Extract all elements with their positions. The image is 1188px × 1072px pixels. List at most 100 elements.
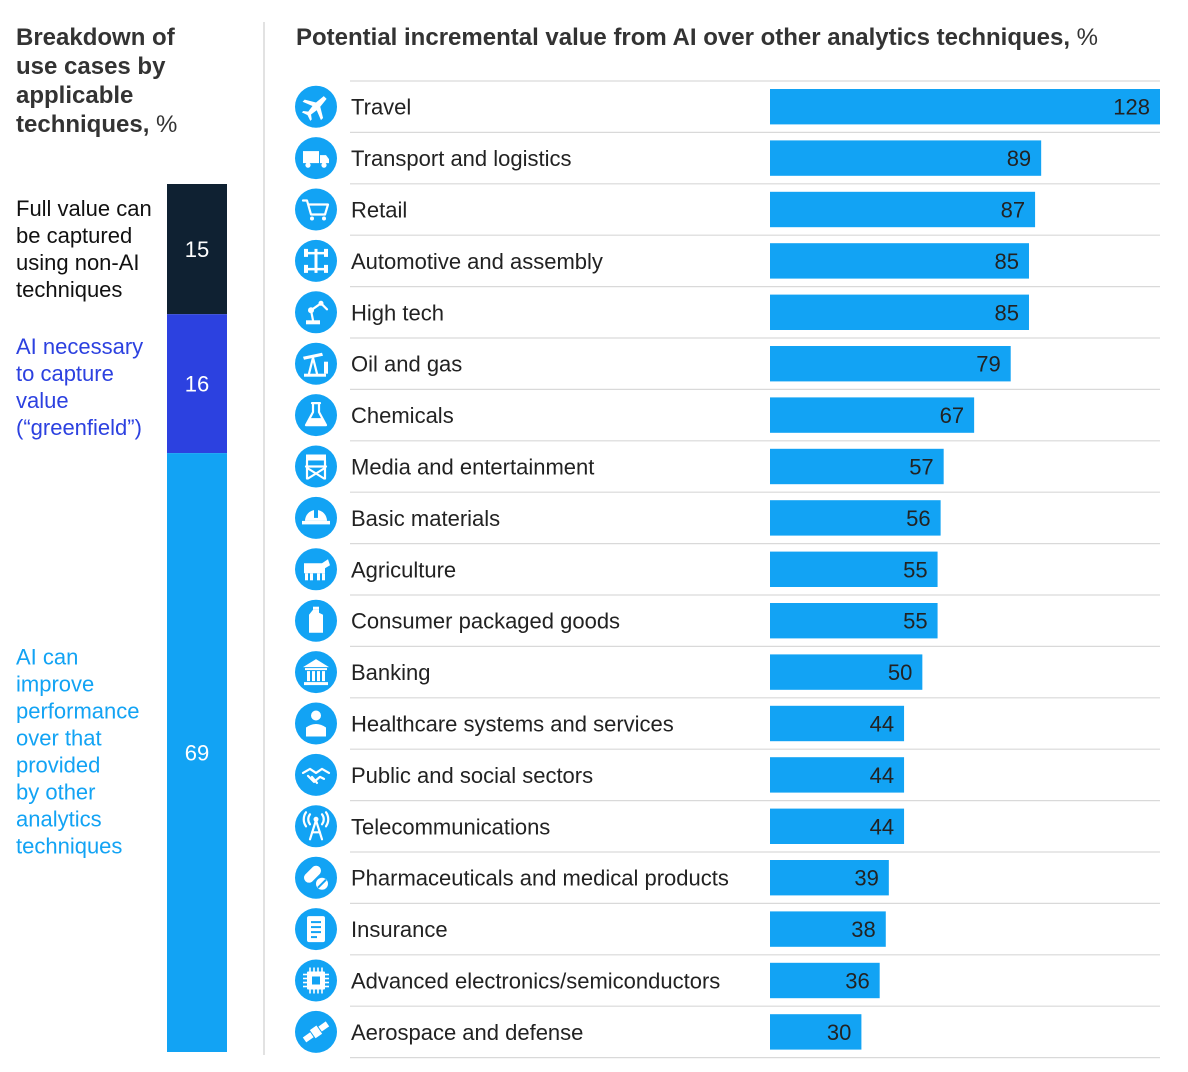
hard-hat-icon [295, 496, 337, 539]
bar [770, 603, 938, 639]
table-row: Advanced electronics/semiconductors 36 [295, 959, 1160, 1007]
bar [770, 808, 905, 844]
bar-value-label: 57 [909, 455, 933, 480]
stack-segment-value: 16 [185, 372, 209, 397]
bar-value-label: 85 [995, 300, 1019, 325]
category-label: Basic materials [351, 506, 500, 531]
stack-segment-2 [167, 314, 227, 454]
category-label: Retail [351, 198, 407, 223]
category-label: Automotive and assembly [351, 249, 603, 274]
bar-value-label: 44 [870, 814, 894, 839]
table-row: Basic materials 56 [295, 496, 1160, 545]
bank-building-icon [295, 651, 337, 694]
left-chart-unit: % [156, 111, 177, 138]
bar-value-label: 79 [976, 352, 1000, 377]
table-row: Oil and gas 79 [295, 342, 1160, 390]
bar [770, 448, 944, 485]
bar [770, 911, 886, 947]
airplane-icon [295, 85, 337, 128]
stack-segment-1 [167, 184, 227, 315]
category-label: Media and entertainment [351, 455, 594, 480]
bar [770, 654, 923, 690]
bar [770, 294, 1029, 330]
category-label: Agriculture [351, 557, 456, 582]
bar [770, 346, 1011, 382]
bar-value-label: 128 [1113, 95, 1150, 120]
category-label: Healthcare systems and services [351, 712, 674, 737]
stack-segment-label: AI can improve performance over that provide… [16, 645, 140, 859]
category-label: Aerospace and defense [351, 1020, 583, 1045]
bar [770, 860, 889, 896]
truck-icon [295, 137, 337, 180]
category-label: High tech [351, 300, 444, 325]
microchip-icon [295, 959, 337, 1002]
bar-value-label: 30 [827, 1020, 851, 1045]
table-row: Aerospace and defense 30 [295, 1010, 1160, 1059]
category-label: Chemicals [351, 403, 454, 428]
table-row: Agriculture 55 [295, 548, 1160, 596]
radio-tower-icon [295, 805, 337, 848]
bar [770, 243, 1029, 279]
robot-arm-icon [295, 291, 337, 334]
stack-segment-value: 69 [185, 741, 209, 766]
category-label: Telecommunications [351, 814, 550, 839]
bar [770, 500, 941, 536]
table-row: Chemicals 67 [295, 394, 1160, 442]
pills-icon [295, 856, 337, 899]
bar-value-label: 56 [906, 506, 930, 531]
table-row: Media and entertainment 57 [295, 445, 1160, 493]
bar-value-label: 44 [870, 763, 894, 788]
bar [770, 962, 880, 999]
bar [770, 191, 1036, 228]
table-row: Telecommunications 44 [295, 805, 1160, 853]
table-row: Retail 87 [295, 188, 1160, 236]
bar [770, 551, 938, 587]
category-label: Oil and gas [351, 352, 462, 377]
bar [770, 397, 975, 433]
table-row: Pharmaceuticals and medical products 39 [295, 856, 1160, 905]
bar-value-label: 67 [940, 403, 964, 428]
table-row: Automotive and assembly 85 [295, 239, 1160, 288]
category-label: Transport and logistics [351, 146, 572, 171]
category-label: Consumer packaged goods [351, 609, 620, 634]
table-row: High tech 85 [295, 291, 1160, 339]
shopping-cart-icon [295, 188, 337, 231]
table-row: Transport and logistics 89 [295, 137, 1160, 185]
stack-segment-3 [167, 453, 227, 1053]
right-chart-unit: % [1077, 24, 1098, 51]
bar-value-label: 85 [995, 249, 1019, 274]
bar-value-label: 44 [870, 712, 894, 737]
category-label: Advanced electronics/semiconductors [351, 969, 720, 994]
doctor-icon [295, 702, 337, 745]
table-row: Insurance 38 [295, 908, 1160, 956]
bar-value-label: 39 [854, 866, 878, 891]
flask-icon [295, 394, 337, 437]
category-label: Banking [351, 660, 431, 685]
stacked-bar: 15 Full value can be captured using non-AI t… [16, 184, 227, 1053]
left-chart-title: Breakdown of use cases by applicable tec… [16, 24, 181, 138]
handshake-icon [295, 753, 337, 796]
bar-value-label: 55 [903, 557, 927, 582]
bar [770, 89, 1160, 125]
bar-value-label: 38 [851, 917, 875, 942]
table-row: Public and social sectors 44 [295, 753, 1160, 802]
category-label: Travel [351, 95, 411, 120]
bar-value-label: 36 [845, 969, 869, 994]
table-row: Healthcare systems and services 44 [295, 702, 1160, 750]
bar-rows: Travel 128 Transport and logistics 89 Retail… [295, 80, 1160, 1059]
directors-chair-icon [295, 445, 337, 488]
satellite-icon [295, 1010, 337, 1053]
bar-value-label: 50 [888, 660, 912, 685]
bar-value-label: 87 [1001, 198, 1025, 223]
table-row: Consumer packaged goods 55 [295, 599, 1160, 648]
table-row: Travel 128 [295, 85, 1160, 133]
category-label: Pharmaceuticals and medical products [351, 866, 729, 891]
document-icon [295, 908, 337, 951]
category-label: Public and social sectors [351, 763, 593, 788]
detergent-bottle-icon [295, 599, 337, 642]
cow-icon [295, 548, 337, 591]
stack-segment-value: 15 [185, 237, 209, 262]
bar [770, 140, 1042, 176]
bar-value-label: 55 [903, 609, 927, 634]
